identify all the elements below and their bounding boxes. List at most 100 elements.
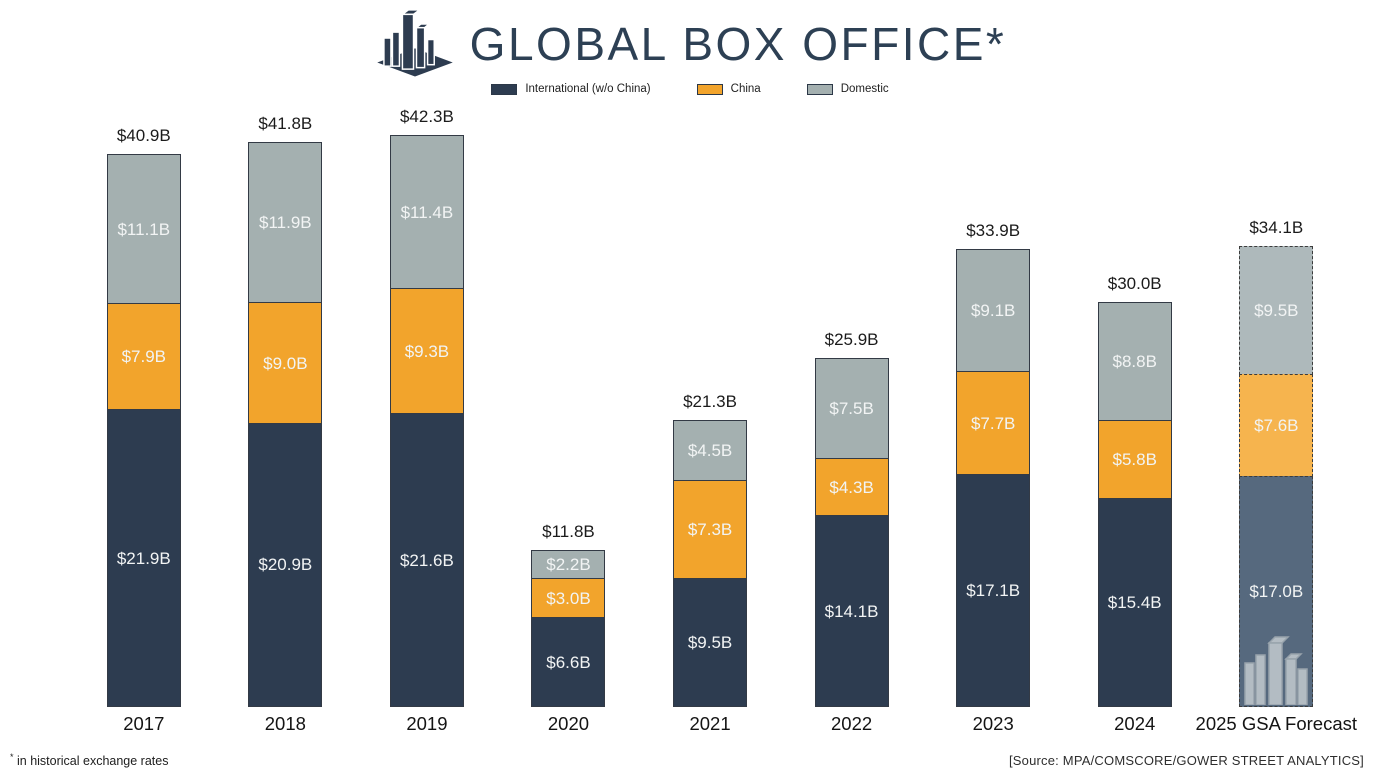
segment-international: $9.5B: [673, 577, 748, 707]
segment-domestic: $7.5B: [814, 357, 889, 460]
segment-china: $7.9B: [106, 303, 181, 411]
segment-china: $7.3B: [673, 480, 748, 580]
segment-value-label: $20.9B: [258, 555, 313, 575]
x-axis-label: 2024: [1114, 713, 1156, 734]
segment-value-label: $8.8B: [1112, 352, 1157, 372]
header: GLOBAL BOX OFFICE*: [0, 4, 1380, 83]
legend-label-china: China: [730, 83, 761, 95]
segment-international: $17.1B: [956, 474, 1031, 707]
bar-column-2022: $25.9B $7.5B $4.3B $14.1B 2022: [781, 0, 923, 734]
chart-columns: $40.9B $11.1B $7.9B $21.9B 2017 $41.8B $11.9B $…: [73, 0, 1357, 734]
total-label: $33.9B: [966, 220, 1021, 240]
x-axis-label: 2025 GSA Forecast: [1195, 713, 1358, 734]
bar-column-2017: $40.9B $11.1B $7.9B $21.9B 2017: [73, 0, 215, 734]
legend-item-domestic: Domestic: [806, 83, 889, 95]
segment-domestic: $9.1B: [956, 248, 1031, 373]
legend-swatch-domestic: [806, 83, 833, 95]
legend-item-china: China: [696, 83, 761, 95]
x-axis-label: 2023: [972, 713, 1014, 734]
bar-column-2025: $34.1B $9.5B $7.6B $17.0B 2025 GSA Forecast: [1196, 0, 1357, 734]
segment-value-label: $5.8B: [1112, 450, 1157, 470]
segment-china: $9.3B: [389, 288, 464, 415]
stacked-bar: $11.4B $9.3B $21.6B: [389, 134, 464, 707]
segment-value-label: $9.1B: [970, 301, 1016, 321]
segment-china: $4.3B: [814, 458, 889, 517]
total-label: $30.0B: [1107, 274, 1162, 294]
stacked-bar: $8.8B $5.8B $15.4B: [1097, 302, 1172, 707]
segment-value-label: $21.6B: [399, 550, 454, 570]
segment-international: $17.0B: [1239, 475, 1314, 707]
total-label: $25.9B: [824, 329, 879, 349]
total-label: $21.3B: [683, 392, 737, 412]
segment-value-label: $11.4B: [400, 202, 454, 222]
segment-domestic: $9.5B: [1239, 246, 1314, 376]
segment-value-label: $7.7B: [970, 414, 1016, 434]
segment-international: $15.4B: [1097, 497, 1172, 707]
segment-value-label: $7.5B: [829, 399, 874, 419]
source-credit: [Source: MPA/COMSCORE/GOWER STREET ANALY…: [1008, 753, 1364, 768]
segment-domestic: $8.8B: [1097, 302, 1172, 422]
x-axis-label: 2019: [406, 713, 448, 734]
legend-swatch-international: [491, 83, 518, 95]
total-label: $42.3B: [399, 106, 454, 126]
segment-domestic: $11.4B: [389, 134, 464, 290]
bar-column-2023: $33.9B $9.1B $7.7B $17.1B 2023: [922, 0, 1064, 734]
segment-international: $21.9B: [106, 409, 181, 707]
x-axis-label: 2022: [831, 713, 873, 734]
chart-legend: International (w/o China) China Domestic: [0, 83, 1380, 95]
segment-domestic: $2.2B: [531, 549, 606, 580]
segment-value-label: $9.3B: [404, 342, 450, 362]
gsa-buildings-watermark-icon: [1243, 633, 1309, 706]
stacked-bar: $4.5B $7.3B $9.5B: [673, 420, 748, 707]
city-bar-chart-logo-icon: [374, 4, 456, 83]
stacked-bar-forecast: $9.5B $7.6B $17.0B: [1239, 246, 1314, 707]
segment-value-label: $9.5B: [1254, 301, 1299, 321]
segment-value-label: $4.3B: [829, 478, 874, 498]
segment-china: $5.8B: [1097, 420, 1172, 500]
segment-china: $7.7B: [956, 371, 1031, 476]
segment-value-label: $7.6B: [1254, 416, 1299, 436]
segment-value-label: $14.1B: [824, 601, 879, 621]
footnote: * in historical exchange rates: [10, 752, 168, 768]
bar-column-2024: $30.0B $8.8B $5.8B $15.4B 2024: [1064, 0, 1206, 734]
segment-international: $6.6B: [531, 617, 606, 707]
segment-domestic: $11.1B: [106, 153, 181, 305]
legend-item-international: International (w/o China): [491, 83, 651, 95]
segment-international: $14.1B: [814, 515, 889, 707]
segment-value-label: $2.2B: [546, 555, 591, 574]
legend-label-domestic: Domestic: [840, 83, 889, 95]
segment-value-label: $11.9B: [259, 212, 312, 232]
x-axis-label: 2018: [264, 713, 306, 734]
bar-column-2019: $42.3B $11.4B $9.3B $21.6B 2019: [356, 0, 498, 734]
stacked-bar: $7.5B $4.3B $14.1B: [814, 357, 889, 707]
total-label: $40.9B: [116, 125, 171, 145]
segment-domestic: $11.9B: [248, 141, 323, 304]
segment-value-label: $17.0B: [1249, 581, 1304, 601]
footnote-asterisk: *: [10, 751, 14, 762]
segment-value-label: $11.1B: [117, 219, 171, 239]
segment-value-label: $3.0B: [546, 588, 591, 608]
footnote-text: in historical exchange rates: [13, 754, 169, 768]
stacked-bar: $2.2B $3.0B $6.6B: [531, 549, 606, 707]
x-axis-label: 2021: [689, 713, 731, 734]
segment-china: $9.0B: [248, 301, 323, 425]
total-label: $34.1B: [1249, 218, 1304, 238]
stacked-bar: $11.9B $9.0B $20.9B: [248, 141, 323, 707]
segment-china: $3.0B: [531, 577, 606, 619]
page-title: GLOBAL BOX OFFICE*: [469, 17, 1007, 70]
segment-value-label: $21.9B: [116, 548, 171, 568]
segment-international: $20.9B: [248, 422, 323, 707]
legend-label-international: International (w/o China): [525, 83, 651, 95]
segment-value-label: $7.3B: [687, 520, 733, 540]
segment-value-label: $9.5B: [687, 632, 733, 652]
stacked-bar: $9.1B $7.7B $17.1B: [956, 248, 1031, 707]
segment-international: $21.6B: [389, 413, 464, 707]
total-label: $11.8B: [542, 521, 595, 541]
bar-column-2018: $41.8B $11.9B $9.0B $20.9B 2018: [215, 0, 357, 734]
segment-value-label: $15.4B: [1107, 592, 1162, 612]
x-axis-label: 2017: [123, 713, 165, 734]
segment-china: $7.6B: [1239, 373, 1314, 478]
segment-value-label: $9.0B: [263, 353, 308, 373]
total-label: $41.8B: [258, 113, 313, 133]
